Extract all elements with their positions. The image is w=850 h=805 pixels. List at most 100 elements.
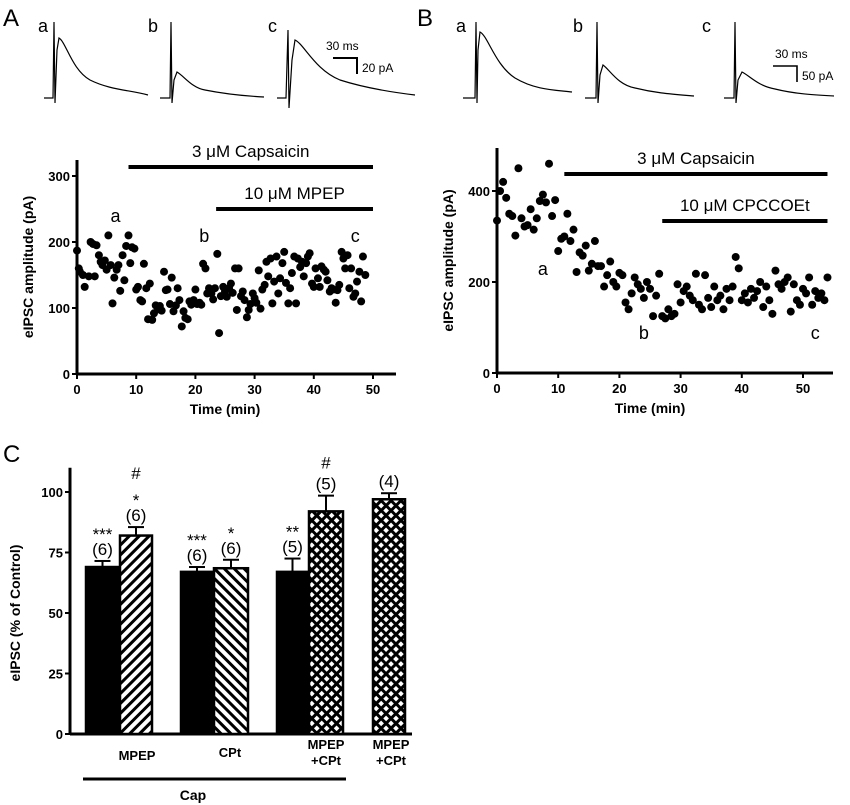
significance-marker: *: [228, 524, 235, 543]
y-axis-label: eIPSC (% of Control): [7, 545, 23, 682]
data-point: [789, 280, 798, 289]
data-point: [771, 266, 780, 275]
trace-b-c: [724, 21, 835, 104]
group-bracket-label: Cap: [180, 787, 206, 803]
drug-label: 3 μM Capsaicin: [192, 142, 310, 161]
data-point: [173, 284, 182, 293]
data-point: [331, 298, 340, 307]
data-point: [795, 300, 804, 309]
data-point: [157, 306, 166, 315]
data-point: [728, 282, 737, 291]
category-label: +CPt: [376, 753, 407, 768]
data-point: [621, 298, 630, 307]
trace-b-b: [585, 21, 695, 104]
data-point: [750, 293, 759, 302]
trace-a-b: [160, 21, 265, 104]
data-point: [756, 278, 765, 286]
sample-size-label: (5): [316, 475, 337, 494]
data-point: [777, 284, 786, 293]
data-point: [284, 299, 293, 308]
x-tick-label: 30: [673, 381, 687, 396]
data-point: [731, 252, 740, 261]
data-point: [138, 297, 147, 306]
x-tick-label: 20: [188, 382, 202, 397]
data-point: [664, 305, 673, 314]
data-point: [511, 231, 520, 240]
panel-label-a: A: [3, 5, 19, 32]
data-point: [618, 271, 627, 280]
x-axis-label: Time (min): [615, 400, 686, 416]
data-point: [302, 259, 311, 268]
scale-time-label: 30 ms: [775, 47, 808, 61]
data-point: [305, 249, 314, 258]
data-point: [163, 285, 172, 294]
y-tick-label: 0: [56, 727, 63, 742]
data-point: [92, 241, 101, 250]
data-point: [183, 315, 192, 324]
timepoint-label: a: [110, 206, 121, 226]
data-point: [642, 278, 651, 286]
significance-marker: #: [321, 454, 331, 473]
data-point: [563, 209, 572, 218]
x-axis-label: Time (min): [190, 401, 261, 417]
y-tick-label: 0: [483, 366, 490, 381]
y-tick-label: 100: [48, 301, 70, 316]
data-point: [197, 300, 206, 309]
data-point: [584, 266, 593, 275]
data-point: [130, 244, 139, 253]
data-point: [759, 303, 768, 312]
trace-label: a: [456, 16, 467, 36]
data-point: [517, 214, 526, 223]
trace-b-a: [463, 21, 573, 104]
data-point: [234, 264, 243, 273]
y-tick-label: 200: [48, 235, 70, 250]
data-point: [649, 312, 658, 321]
data-point: [554, 247, 563, 256]
data-point: [646, 284, 654, 293]
y-tick-label: 50: [49, 606, 63, 621]
data-point: [84, 272, 93, 281]
bar: [307, 510, 345, 736]
data-point: [139, 259, 148, 268]
scale-bar-a: [333, 57, 358, 74]
data-point: [160, 267, 169, 276]
data-point: [508, 212, 517, 221]
data-point: [209, 295, 218, 304]
data-point: [587, 259, 596, 268]
data-point: [355, 267, 364, 276]
drug-label: 3 μM Capsaicin: [637, 149, 755, 168]
data-point: [820, 296, 829, 305]
data-point: [783, 273, 792, 282]
data-point: [572, 267, 581, 276]
data-point: [630, 273, 639, 282]
data-point: [765, 296, 774, 305]
significance-marker: *: [133, 491, 140, 510]
data-point: [299, 272, 308, 281]
data-point: [321, 267, 330, 276]
data-point: [242, 313, 251, 322]
data-point: [120, 276, 129, 285]
data-point: [351, 289, 360, 298]
data-point: [110, 273, 119, 282]
y-tick-label: 100: [41, 485, 63, 500]
data-point: [676, 298, 685, 307]
data-point: [240, 296, 249, 305]
data-point: [569, 225, 578, 234]
data-point: [811, 287, 820, 296]
data-point: [532, 214, 541, 223]
data-point: [353, 277, 362, 286]
sample-size-label: (6): [221, 539, 242, 558]
data-point: [698, 305, 707, 314]
data-point: [526, 205, 535, 214]
data-point: [725, 296, 734, 305]
data-point: [707, 303, 716, 312]
data-point: [341, 264, 350, 273]
data-point: [762, 282, 771, 291]
data-point: [361, 271, 370, 279]
data-point: [719, 305, 728, 314]
data-point: [737, 296, 746, 305]
data-point: [823, 273, 832, 282]
y-tick-label: 0: [63, 367, 70, 382]
data-point: [260, 280, 269, 289]
